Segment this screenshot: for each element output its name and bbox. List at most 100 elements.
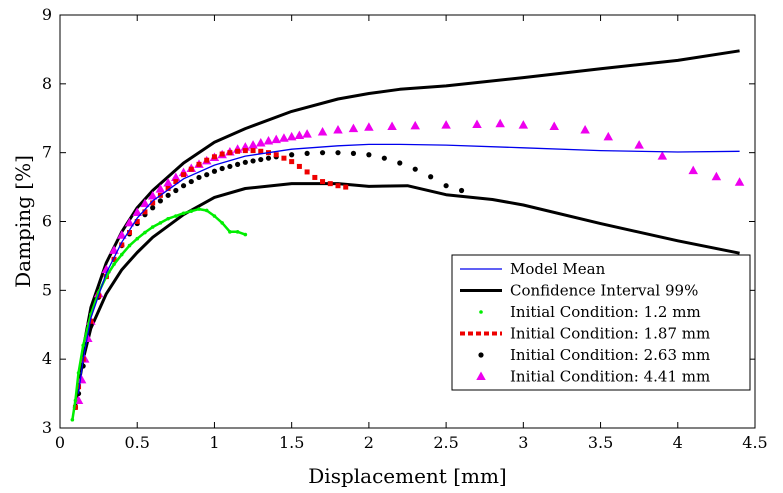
point-ic-4.41mm (634, 140, 644, 149)
point-ic-4.41mm (286, 131, 297, 141)
point-ic-1.87mm (296, 163, 302, 169)
point-ic-1.87mm (227, 150, 233, 156)
point-ic-1.87mm (127, 230, 132, 236)
point-ic-4.41mm (271, 134, 281, 144)
legend-item: Confidence Interval 99% (460, 282, 698, 300)
ic-1.2mm-trail (71, 207, 246, 420)
point-ic-4.41mm (117, 230, 127, 239)
x-tick-label: 2 (364, 433, 374, 452)
point-ic-2.63mm (188, 178, 194, 185)
point-ic-1.87mm (289, 159, 295, 165)
y-tick-label: 3 (42, 418, 52, 437)
legend-item: Initial Condition: 1.2 mm (479, 303, 701, 321)
point-ic-1.87mm (211, 154, 217, 160)
point-ic-4.41mm (140, 198, 150, 208)
point-ic-4.41mm (364, 122, 374, 131)
point-ic-2.63mm (258, 156, 264, 163)
point-ic-2.63mm (250, 158, 256, 164)
x-tick-label: 2.5 (433, 433, 458, 452)
point-ic-4.41mm (688, 165, 698, 175)
point-ic-2.63mm (319, 150, 326, 156)
point-ic-4.41mm (317, 127, 328, 136)
legend-item: Initial Condition: 4.41 mm (476, 368, 710, 386)
legend-label: Model Mean (510, 260, 606, 278)
point-ic-4.41mm (279, 133, 289, 142)
ticks-layer: 0 0.5 1 1.5 2 2.5 3 3.5 4 4.5 3 4 5 6 7 8 9 (42, 5, 768, 452)
series-layer (70, 49, 745, 422)
point-ic-2.63mm (381, 155, 387, 161)
point-ic-1.87mm (150, 200, 156, 206)
x-axis-label: Displacement [mm] (308, 464, 506, 488)
point-ic-1.87mm (173, 179, 179, 185)
x-tick-label: 0.5 (124, 433, 149, 452)
point-ic-1.87mm (273, 152, 279, 158)
point-ic-4.41mm (495, 118, 505, 128)
point-ic-2.63mm (227, 163, 233, 170)
point-ic-4.41mm (76, 374, 87, 384)
point-ic-2.63mm (242, 159, 248, 165)
point-ic-1.87mm (196, 161, 202, 167)
point-ic-1.87mm (134, 219, 140, 224)
point-ic-2.63mm (235, 161, 241, 167)
y-tick-label: 5 (42, 280, 52, 299)
point-ic-4.41mm (263, 135, 274, 145)
legend-label: Initial Condition: 1.2 mm (510, 303, 701, 321)
point-ic-1.87mm (258, 148, 264, 154)
legend-box (451, 254, 751, 391)
point-ic-2.63mm (304, 150, 310, 156)
point-ic-2.63mm (211, 168, 218, 174)
point-ic-4.41mm (171, 172, 181, 181)
point-ic-2.63mm (428, 174, 434, 180)
point-ic-4.41mm (294, 130, 305, 139)
point-ic-1.87mm (235, 148, 241, 154)
point-ic-4.41mm (441, 120, 451, 129)
point-ic-2.63mm (157, 198, 163, 204)
point-ic-2.63mm (180, 183, 187, 189)
point-ic-4.41mm (657, 151, 668, 160)
y-tick-label: 6 (42, 212, 52, 231)
point-ic-2.63mm (173, 187, 179, 194)
point-ic-2.63mm (366, 152, 372, 158)
y-tick-label: 9 (42, 5, 52, 24)
point-ic-4.41mm (348, 123, 359, 133)
point-ic-2.63mm (350, 150, 357, 156)
point-ic-1.87mm (142, 209, 148, 215)
point-ic-2.63mm (412, 166, 418, 172)
point-ic-4.41mm (603, 131, 614, 141)
point-ic-1.87mm (281, 155, 287, 161)
legend-triangle-magenta (476, 371, 486, 380)
point-ic-4.41mm (248, 140, 258, 149)
model-mean-line (77, 143, 740, 394)
legend-label: Initial Condition: 2.63 mm (510, 346, 710, 364)
legend-item: Initial Condition: 1.87 mm (460, 325, 710, 343)
legend: Model Mean Confidence Interval 99% Initial… (451, 254, 751, 391)
point-ic-2.63mm (165, 192, 171, 198)
point-ic-2.63mm (335, 150, 341, 156)
point-ic-4.41mm (155, 184, 166, 193)
point-ic-4.41mm (734, 177, 745, 186)
legend-dot-black (478, 352, 484, 358)
y-tick-label: 4 (42, 349, 52, 368)
point-ic-1.87mm (312, 174, 318, 180)
point-ic-4.41mm (256, 138, 266, 147)
point-ic-2.63mm (289, 152, 295, 158)
y-tick-label: 7 (42, 143, 52, 162)
legend-item: Model Mean (460, 260, 606, 278)
x-tick-label: 4 (673, 433, 683, 452)
point-ic-1.87mm (165, 185, 171, 191)
x-tick-label: 1 (209, 433, 219, 452)
point-ic-1.87mm (181, 172, 187, 178)
point-ic-1.87mm (119, 242, 125, 248)
point-ic-1.87mm (304, 169, 310, 175)
confidence-interval-line (77, 49, 740, 381)
point-ic-4.41mm (410, 120, 420, 130)
x-tick-label: 3.5 (588, 433, 613, 452)
point-ic-4.41mm (163, 177, 173, 187)
point-ic-4.41mm (302, 129, 312, 138)
point-ic-2.63mm (219, 165, 225, 172)
point-ic-1.87mm (111, 256, 117, 262)
point-ic-1.87mm (327, 181, 333, 187)
point-ic-4.41mm (580, 124, 590, 134)
